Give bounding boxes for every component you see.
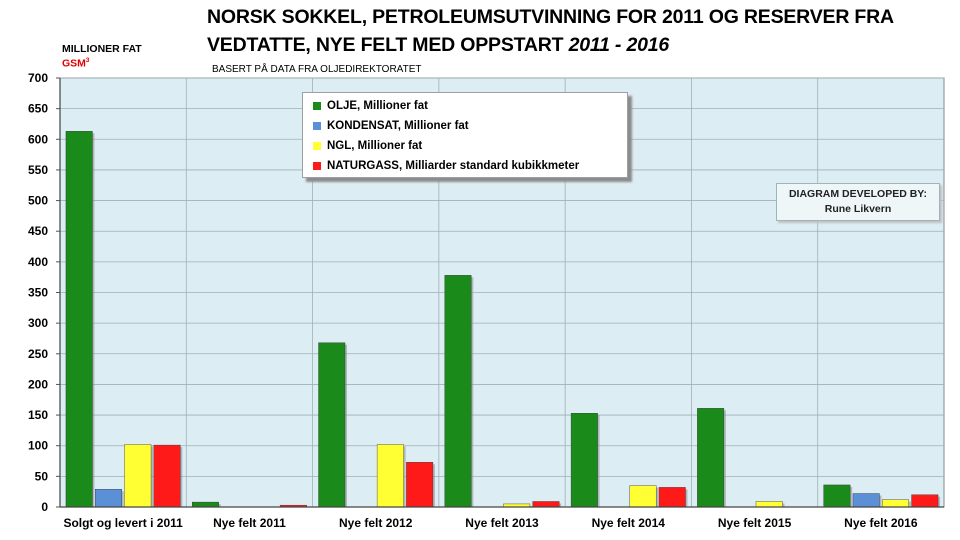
legend-item: OLJE, Millioner fat bbox=[313, 96, 627, 116]
bar bbox=[882, 499, 911, 508]
bar bbox=[444, 275, 474, 508]
y-unit-primary: MILLIONER FAT bbox=[62, 43, 142, 55]
legend-label: NGL, Millioner fat bbox=[327, 140, 423, 152]
chart-subtitle: BASERT PÅ DATA FRA OLJEDIREKTORATET bbox=[212, 64, 422, 75]
x-tick-label: Nye felt 2011 bbox=[213, 516, 286, 530]
bar-fill bbox=[570, 413, 598, 508]
bar-fill bbox=[406, 462, 434, 508]
bar-fill bbox=[911, 494, 939, 508]
chart-title-line-2: VEDTATTE, NYE FELT MED OPPSTART 2011 - 2… bbox=[207, 34, 669, 57]
bar bbox=[911, 494, 941, 508]
legend-item: KONDENSAT, Millioner fat bbox=[313, 116, 627, 136]
bar bbox=[658, 487, 688, 508]
legend-label: NATURGASS, Milliarder standard kubikkmet… bbox=[327, 160, 580, 172]
y-tick-label: 650 bbox=[28, 102, 48, 116]
bar bbox=[532, 501, 562, 508]
y-unit-secondary-superscript: 3 bbox=[85, 57, 90, 64]
y-unit-secondary: GSM3 bbox=[62, 57, 90, 70]
y-tick-label: 550 bbox=[28, 163, 48, 177]
y-tick-label: 500 bbox=[28, 194, 48, 208]
chart-title-years: 2011 - 2016 bbox=[568, 34, 670, 56]
bars bbox=[65, 131, 941, 508]
y-tick-label: 0 bbox=[41, 500, 48, 514]
bar-fill bbox=[697, 408, 725, 508]
bar-fill bbox=[95, 489, 122, 508]
bar-fill bbox=[658, 487, 686, 508]
y-tick-label: 150 bbox=[28, 408, 48, 422]
bar-fill bbox=[192, 501, 219, 508]
bar bbox=[629, 485, 659, 508]
legend-swatch bbox=[313, 162, 321, 170]
y-unit-secondary-text: GSM bbox=[62, 57, 86, 70]
credit-box: DIAGRAM DEVELOPED BY: Rune Likvern bbox=[776, 183, 940, 221]
x-tick-label: Nye felt 2012 bbox=[339, 516, 413, 530]
legend-label: OLJE, Millioner fat bbox=[327, 100, 428, 112]
bar bbox=[376, 444, 406, 508]
bar bbox=[153, 444, 183, 508]
x-tick-label: Nye felt 2013 bbox=[465, 516, 539, 530]
chart-title-line-1: NORSK SOKKEL, PETROLEUMSUTVINNING FOR 20… bbox=[207, 6, 894, 28]
x-tick-label: Nye felt 2016 bbox=[844, 516, 918, 530]
y-tick-label: 700 bbox=[28, 71, 48, 85]
x-tick-label: Nye felt 2014 bbox=[592, 516, 666, 530]
y-tick-label: 600 bbox=[28, 132, 48, 146]
chart-title-line-2-main: VEDTATTE, NYE FELT MED OPPSTART bbox=[207, 34, 569, 56]
y-tick-label: 100 bbox=[28, 439, 48, 453]
bar bbox=[755, 501, 785, 508]
y-tick-label: 250 bbox=[28, 347, 48, 361]
legend-swatch bbox=[313, 102, 321, 110]
y-tick-label: 200 bbox=[28, 377, 48, 391]
bar bbox=[823, 484, 853, 508]
bar-fill bbox=[153, 444, 181, 508]
bar-fill bbox=[444, 275, 472, 508]
bar-fill bbox=[376, 444, 404, 508]
bar-fill bbox=[65, 131, 93, 508]
credit-author: Rune Likvern bbox=[824, 203, 892, 215]
bar bbox=[570, 413, 600, 508]
y-tick-label: 400 bbox=[28, 255, 48, 269]
legend-swatch bbox=[313, 142, 321, 150]
bar-fill bbox=[629, 485, 657, 508]
x-tick-label: Solgt og levert i 2011 bbox=[63, 516, 183, 530]
x-axis-labels: Solgt og levert i 2011 Nye felt 2011 Nye f… bbox=[63, 516, 917, 530]
bar bbox=[406, 462, 435, 508]
legend-item: NATURGASS, Milliarder standard kubikkmet… bbox=[313, 156, 627, 176]
bar bbox=[318, 342, 348, 508]
legend: OLJE, Millioner fat KONDENSAT, Millioner … bbox=[302, 92, 628, 178]
bar bbox=[95, 489, 124, 508]
x-tick-label: Nye felt 2015 bbox=[718, 516, 792, 530]
bar-fill bbox=[318, 342, 346, 508]
y-tick-label: 300 bbox=[28, 316, 48, 330]
bar bbox=[65, 131, 95, 508]
bar-fill bbox=[882, 499, 909, 508]
bar bbox=[192, 501, 221, 508]
legend-item: NGL, Millioner fat bbox=[313, 136, 627, 156]
bar-fill bbox=[852, 493, 880, 508]
y-tick-label: 350 bbox=[28, 286, 48, 300]
legend-swatch bbox=[313, 122, 321, 130]
y-axis-ticks: 0 50 100 150 200 250 300 350 400 450 500 550 600 650 7… bbox=[28, 71, 60, 514]
bar-fill bbox=[755, 501, 783, 508]
bar-fill bbox=[124, 444, 152, 508]
bar bbox=[124, 444, 154, 508]
bar-fill bbox=[823, 484, 851, 508]
bar bbox=[697, 408, 726, 508]
credit-heading: DIAGRAM DEVELOPED BY: bbox=[788, 188, 928, 200]
bar-fill bbox=[532, 501, 560, 508]
legend-label: KONDENSAT, Millioner fat bbox=[327, 120, 469, 132]
y-tick-label: 450 bbox=[28, 224, 48, 238]
bar bbox=[852, 493, 882, 508]
y-tick-label: 50 bbox=[35, 469, 49, 483]
